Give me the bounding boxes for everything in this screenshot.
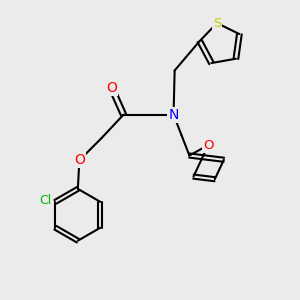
Text: O: O bbox=[106, 81, 117, 95]
Text: O: O bbox=[74, 153, 85, 167]
Text: O: O bbox=[203, 139, 213, 152]
Text: S: S bbox=[213, 16, 221, 30]
Text: N: N bbox=[168, 108, 179, 122]
Text: Cl: Cl bbox=[39, 194, 51, 207]
